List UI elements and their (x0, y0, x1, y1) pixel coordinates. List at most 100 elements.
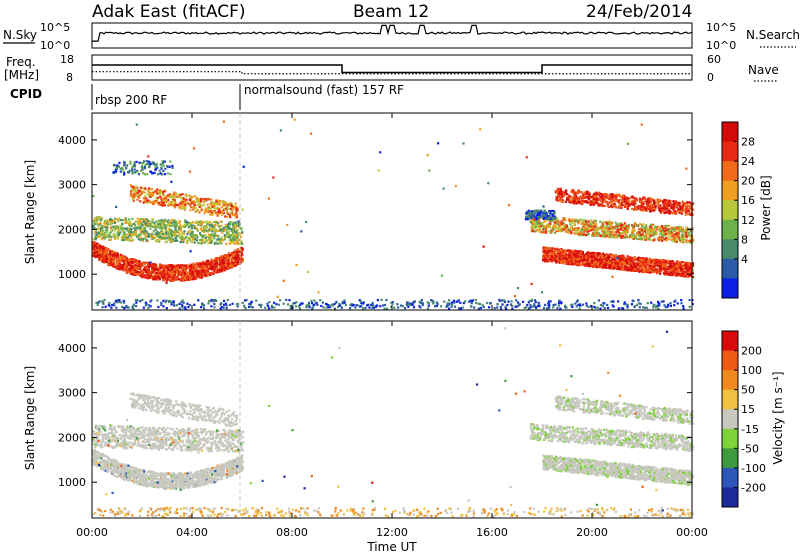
echo-cell (195, 227, 198, 230)
echo-cell (609, 265, 612, 268)
echo-cell (652, 267, 655, 270)
echo-cell (146, 271, 149, 274)
echo-cell (184, 265, 188, 268)
echo-cell (172, 196, 175, 199)
echo-cell (231, 265, 234, 268)
echo-cell (134, 273, 137, 276)
echo-cell (667, 267, 670, 270)
echo-cell (140, 222, 143, 225)
echo-cell (193, 235, 196, 238)
echo-cell (542, 250, 545, 253)
echo-cell (168, 223, 171, 226)
echo-cell (235, 237, 239, 240)
echo-cell (118, 161, 121, 164)
echo-cell (116, 235, 119, 238)
echo-cell (542, 254, 545, 257)
echo-cell (109, 238, 112, 241)
echo-cell (114, 236, 117, 239)
echo-cell (129, 227, 132, 230)
echo-cell (170, 271, 173, 275)
echo-cell (218, 229, 221, 232)
echo-cell (219, 259, 222, 262)
echo-cell (190, 240, 193, 243)
echo-cell (164, 167, 167, 170)
echo-cell (216, 207, 219, 210)
echo-cell (155, 190, 158, 193)
echo-cell (125, 219, 128, 222)
echo-cell (149, 235, 152, 238)
echo-cell (233, 262, 237, 265)
echo-cell (175, 223, 178, 226)
echo-cell (641, 266, 644, 270)
echo-cell (653, 270, 656, 273)
echo-cell (130, 190, 133, 193)
echo-cell (169, 194, 172, 197)
echo-cell (134, 263, 137, 266)
echo-cell (654, 260, 657, 263)
echo-cell (183, 207, 186, 210)
echo-cell (161, 276, 164, 279)
echo-cell (211, 205, 214, 209)
echo-cell (200, 276, 203, 279)
echo-cell (236, 253, 239, 256)
echo-cell (667, 262, 670, 265)
echo-cell (224, 215, 227, 218)
echo-cell (107, 248, 110, 252)
echo-cell (133, 164, 136, 167)
echo-cell (132, 199, 135, 202)
echo-cell (187, 278, 190, 281)
echo-cell (235, 264, 238, 267)
echo-cell (112, 234, 115, 237)
echo-cell (134, 189, 137, 192)
echo-cell (194, 238, 197, 241)
echo-cell (147, 262, 150, 265)
echo-cell (239, 257, 243, 260)
echo-cell (204, 198, 207, 201)
echo-cell (136, 273, 139, 276)
echo-cell (627, 260, 630, 263)
noise-sky-line (92, 24, 693, 42)
echo-cell (162, 226, 165, 229)
echo-cell (620, 261, 623, 264)
echo-cell (99, 231, 102, 234)
echo-cell (121, 239, 124, 242)
echo-cell (165, 201, 168, 204)
echo-cell (95, 247, 98, 250)
echo-cell (139, 233, 142, 236)
echo-cell (112, 263, 115, 266)
echo-cell (97, 228, 100, 231)
echo-cell (144, 199, 147, 202)
echo-cell (189, 196, 192, 199)
echo-cell (209, 261, 212, 264)
echo-cell (573, 262, 576, 265)
echo-cell (135, 186, 138, 189)
echo-cell (201, 221, 205, 224)
echo-cell (678, 226, 681, 229)
echo-cell (629, 261, 632, 264)
echo-cell (221, 262, 224, 265)
echo-cell (107, 223, 110, 226)
echo-cell (188, 271, 191, 274)
echo-cell (137, 238, 140, 241)
echo-cell (219, 268, 222, 271)
echo-cell (166, 166, 169, 169)
echo-cell (132, 238, 135, 241)
echo-cell (120, 237, 124, 240)
echo-cell (153, 171, 156, 174)
echo-cell (117, 217, 120, 220)
echo-cell (98, 246, 101, 249)
echo-cell (146, 240, 149, 243)
frequency-panel: Freq. [MHz] 18 8 60 0 Nave (4, 53, 779, 84)
echo-cell (148, 160, 151, 163)
echo-cell (209, 207, 212, 210)
echo-cell (151, 266, 154, 269)
echo-cell (99, 219, 102, 222)
echo-cell (224, 224, 227, 227)
echo-cell (193, 272, 197, 275)
echo-cell (586, 259, 589, 262)
echo-cell (94, 230, 97, 233)
echo-cell (150, 265, 153, 268)
echo-cell (216, 214, 219, 217)
echo-cell (668, 261, 671, 264)
